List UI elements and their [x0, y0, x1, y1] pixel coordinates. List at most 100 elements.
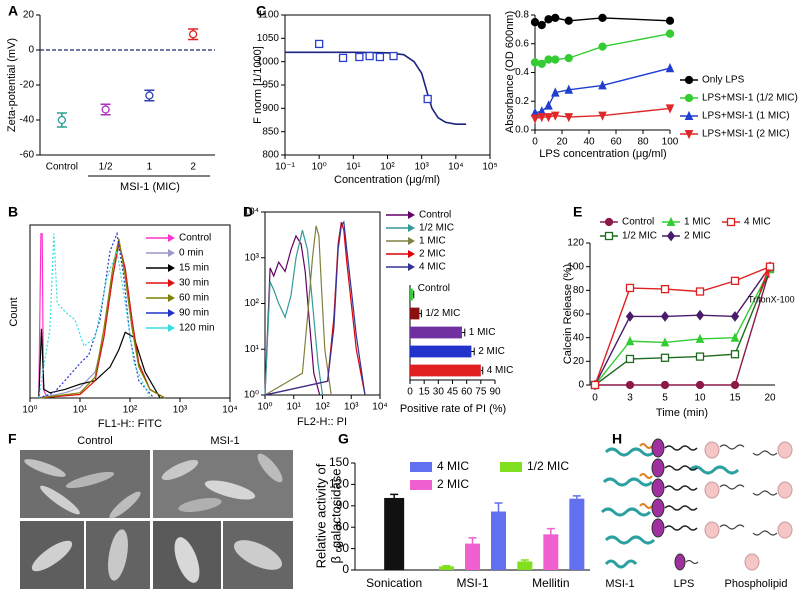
panel-label: C [256, 3, 266, 19]
x-tick-label: 10³ [173, 405, 188, 416]
data-point [564, 84, 574, 94]
x-axis-label: Concentration (μg/ml) [334, 174, 440, 186]
y-tick-label: 10¹ [245, 344, 260, 355]
data-point [544, 100, 553, 110]
x-tick-label: 1/2 [99, 162, 113, 173]
x-tick-label: 75 [475, 387, 487, 398]
y-tick-label: 90 [336, 498, 350, 512]
y-tick-label: 100 [567, 261, 584, 272]
y-tick-label: 10⁰ [244, 390, 259, 401]
data-point [695, 333, 705, 343]
bar [410, 326, 462, 339]
cell [24, 459, 66, 477]
legend-label: Control [622, 217, 654, 228]
x-tick-label: 15 [729, 393, 741, 404]
cell [40, 485, 80, 515]
legend-label: 15 min [179, 263, 209, 274]
x-tick-label: 10¹ [346, 162, 361, 173]
x-tick-label: 10² [380, 162, 395, 173]
panel-label: G [338, 431, 349, 447]
peptide [688, 465, 740, 475]
bar [543, 534, 559, 570]
legend-label: Control [179, 233, 211, 244]
y-tick-label: 850 [262, 126, 279, 137]
cell [31, 540, 73, 572]
phospholipid-head [704, 441, 720, 459]
data-point [188, 30, 198, 39]
y-tick-label: 10³ [245, 252, 260, 263]
phospholipid-tails [719, 444, 778, 536]
data-point [695, 352, 705, 361]
data-point [57, 115, 67, 125]
x-tick-label: 40 [583, 137, 595, 148]
series-line [594, 266, 771, 386]
data-point [660, 337, 670, 347]
y-tick-label: 40 [573, 332, 585, 343]
legend-arrowhead [408, 224, 415, 232]
error-bar [480, 366, 484, 375]
bar [491, 511, 506, 570]
y-axis-label: Absorbance (OD 600nm) [504, 11, 516, 133]
peptide [604, 447, 656, 457]
legend-marker [666, 216, 676, 226]
panel-label: B [8, 204, 18, 220]
x-tick-label: 10⁰ [22, 405, 37, 416]
data-point [544, 113, 553, 123]
y-tick-label: 1050 [257, 33, 280, 44]
error-bar [471, 347, 475, 356]
data-point [730, 332, 740, 342]
error-bar [468, 537, 477, 544]
x-tick-label: 10² [123, 405, 138, 416]
diagram-label: Phospholipid [725, 578, 788, 590]
legend-lps-tail [685, 560, 699, 564]
legend-arrowhead [168, 234, 175, 242]
legend-label: 2 MIC [419, 249, 446, 260]
bar [384, 497, 405, 570]
legend-lps [674, 553, 686, 571]
data-point [551, 111, 560, 121]
diagram-label: LPS [674, 578, 695, 590]
x-tick-label: 0 [592, 393, 598, 404]
x-axis-label: FL2-H:: PI [297, 416, 347, 428]
bar-label: 1 MIC [469, 327, 496, 338]
x-tick-label: 10⁰ [257, 402, 272, 413]
lps-chain [639, 443, 653, 449]
x-tick-label: 10⁴ [448, 162, 463, 173]
x-tick-label: 1 [147, 162, 153, 173]
y-tick-label: 120 [329, 477, 349, 491]
bar-label: Control [418, 283, 450, 294]
y-tick-label: 0 [342, 562, 349, 576]
x-tick-label: 10⁴ [222, 405, 237, 416]
y-axis-label: Count [8, 297, 20, 326]
x-axis-label: MSI-1 (MIC) [120, 181, 180, 193]
image-label: MSI-1 [210, 435, 239, 447]
series-line [595, 268, 771, 386]
y-axis-label: β -galactosidase [328, 469, 343, 564]
data-point [530, 58, 540, 67]
membrane-diagram [600, 438, 793, 571]
data-point [660, 380, 670, 390]
x-tick-label: Mellitin [532, 576, 569, 590]
x-tick-label: 30 [433, 387, 445, 398]
data-point [590, 380, 600, 390]
cell [161, 459, 199, 481]
x-tick-label: 5 [662, 393, 668, 404]
legend-label: LPS+MSI-1 (1 MIC) [702, 111, 790, 122]
data-point [625, 354, 635, 364]
legend-marker [684, 110, 694, 120]
cell [108, 529, 128, 581]
y-tick-label: 60 [336, 519, 350, 533]
x-tick-label: 10³ [344, 402, 359, 413]
cell [204, 480, 256, 500]
legend-arrowhead [168, 264, 175, 272]
data-point [544, 55, 553, 64]
bar [439, 566, 454, 570]
data-point [695, 380, 705, 390]
legend-swatch [410, 480, 432, 490]
y-tick-label: 800 [262, 150, 279, 161]
y-tick-label: 0.6 [515, 38, 529, 49]
x-tick-label: Sonication [366, 576, 422, 590]
bar [410, 288, 413, 301]
data-point [660, 353, 670, 362]
